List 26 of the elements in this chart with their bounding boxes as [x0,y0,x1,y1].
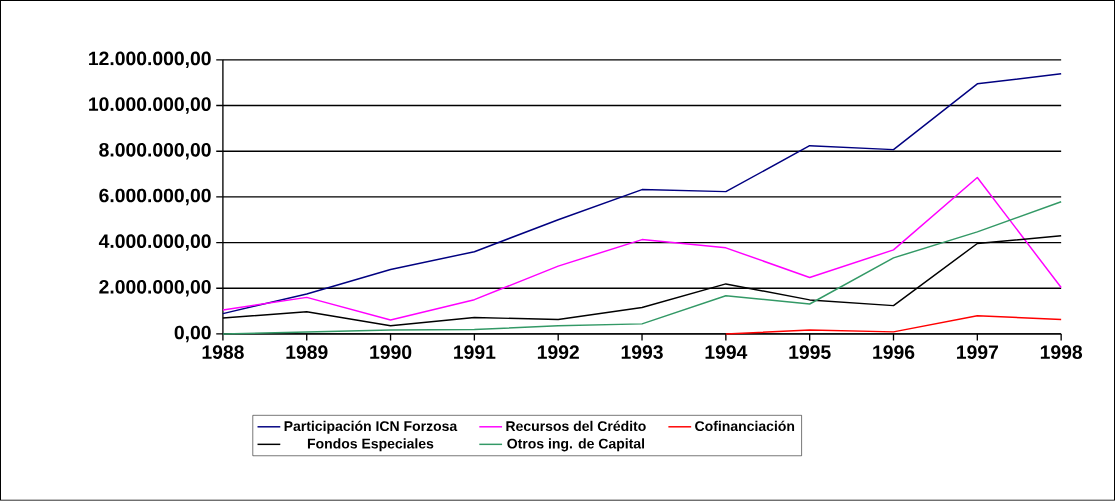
y-tick-label: 0,00 [174,325,211,343]
legend-label: Fondos Especiales [307,438,434,452]
y-tick-label: 8.000.000,00 [99,143,211,160]
x-tick-label: 1996 [873,345,915,360]
x-tick-label: 1994 [705,345,748,360]
legend-label: Recursos del Crédito [506,420,646,432]
x-tick-label: 1995 [789,345,831,360]
x-tick-label: 1990 [370,345,412,360]
y-tick-label: 4.000.000,00 [98,234,211,251]
line-series [725,315,1062,335]
y-tick-label: 10.000.000,00 [89,97,211,114]
line-series [222,176,1062,321]
x-tick-label: 1993 [621,345,663,360]
line-series [222,73,1062,315]
y-tick-label: 12.000.000,00 [89,51,211,69]
y-tick-label: 6.000.000,00 [99,188,211,206]
legend-label: Cofinanciación [695,420,795,432]
x-tick-label: 1992 [537,345,579,360]
y-tick-label: 2.000.000,00 [99,280,211,297]
x-tick-label: 1989 [286,345,328,360]
x-tick-label: 1998 [1040,345,1083,360]
x-tick-label: 1988 [202,345,244,360]
legend-label: Participación ICN Forzosa [284,420,458,434]
x-tick-label: 1991 [454,345,496,360]
x-tick-label: 1997 [957,345,998,360]
legend-label: Otros ing. de Capital [507,438,645,452]
